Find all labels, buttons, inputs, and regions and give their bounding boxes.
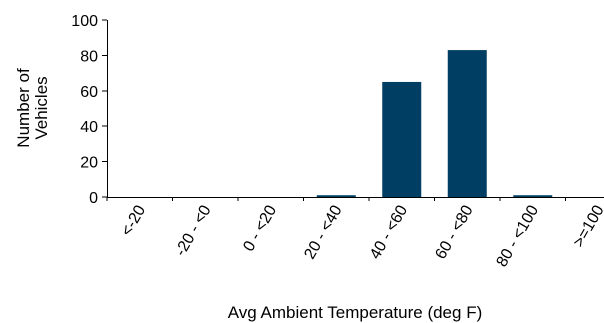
bar-5 bbox=[447, 50, 487, 198]
x-tick-label-0: <-20 bbox=[118, 202, 149, 239]
x-axis bbox=[106, 197, 604, 201]
x-tick-label-5: 60 - <80 bbox=[432, 202, 476, 262]
y-tick-label-0: 0 bbox=[89, 190, 98, 207]
x-tick-label-3: 20 - <40 bbox=[301, 202, 345, 262]
y-tick-label-5: 100 bbox=[71, 13, 98, 30]
x-tick-label-4: 40 - <60 bbox=[367, 202, 411, 262]
x-tick-label-1: -20 - <0 bbox=[172, 202, 215, 259]
bar-4 bbox=[382, 81, 422, 197]
y-tick-label-4: 80 bbox=[80, 48, 98, 65]
y-axis bbox=[102, 19, 108, 198]
x-tick-label-7: >=100 bbox=[570, 202, 604, 250]
y-axis-title-line-2: Vehicles bbox=[32, 76, 51, 139]
y-tick-labels: 0 20 40 60 80 100 bbox=[71, 13, 98, 207]
bars bbox=[316, 50, 553, 198]
y-tick-label-1: 20 bbox=[80, 155, 98, 172]
bar-3 bbox=[316, 195, 356, 197]
x-axis-title: Avg Ambient Temperature (deg F) bbox=[228, 303, 483, 322]
x-tick-labels: <-20 -20 - <0 0 - <20 20 - <40 40 - <60 60 - … bbox=[118, 202, 604, 270]
x-tick-label-2: 0 - <20 bbox=[240, 202, 280, 254]
y-tick-label-2: 40 bbox=[80, 119, 98, 136]
y-axis-title-line-1: Number of bbox=[14, 68, 33, 148]
x-tick-label-6: 80 - <100 bbox=[493, 202, 542, 270]
y-tick-label-3: 60 bbox=[80, 84, 98, 101]
bar-6 bbox=[513, 195, 553, 197]
